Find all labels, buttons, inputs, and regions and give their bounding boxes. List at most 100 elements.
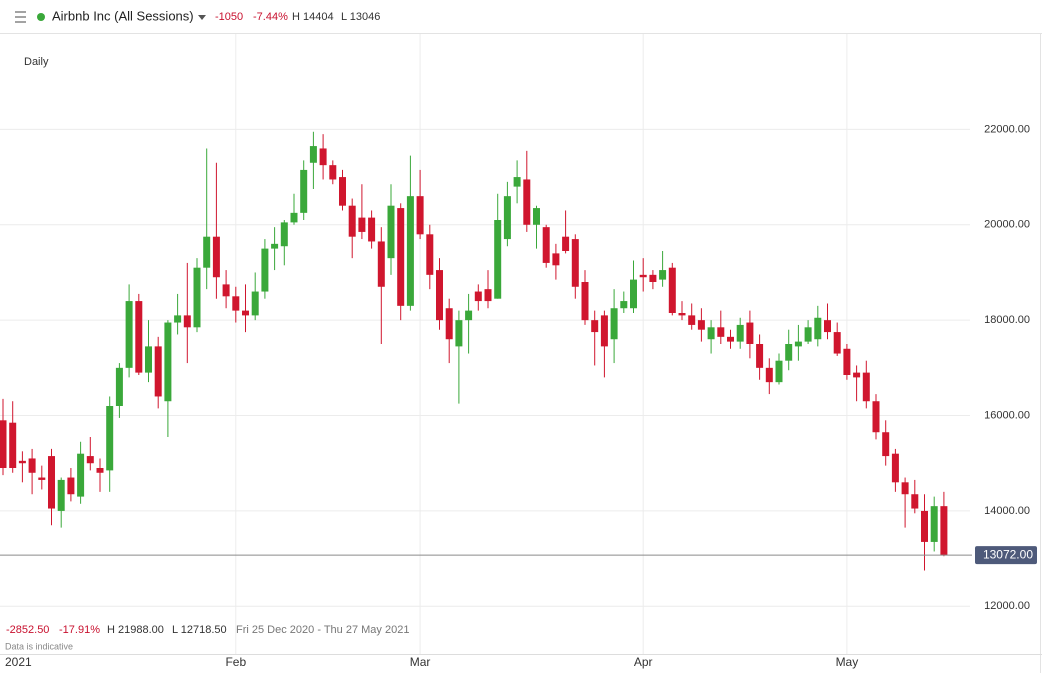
candle-body: [911, 494, 919, 509]
candle-body: [765, 367, 773, 383]
y-tick-label: 14000.00: [984, 505, 1030, 517]
y-tick-label: 12000.00: [984, 600, 1030, 612]
candle-body: [0, 420, 7, 468]
candle-body: [804, 327, 812, 342]
candle-body: [707, 327, 715, 340]
candle-body: [445, 308, 453, 340]
y-tick-label: 18000.00: [984, 314, 1030, 326]
candle-body: [785, 344, 793, 361]
dropdown-caret[interactable]: [198, 15, 206, 20]
candle-body: [697, 320, 705, 330]
candle-body: [630, 279, 637, 309]
candle-body: [77, 453, 85, 497]
candle-body: [28, 458, 36, 473]
candle-body: [678, 313, 686, 316]
candle-body: [455, 320, 463, 347]
candle-body: [290, 212, 298, 223]
candle-body: [300, 169, 308, 213]
candle-body: [930, 506, 938, 542]
candles: [0, 131, 948, 571]
candle-body: [727, 336, 734, 342]
candle-body: [309, 146, 317, 163]
candle-body: [426, 234, 434, 275]
candle-body: [48, 456, 55, 509]
x-tick-label: 2021: [5, 655, 32, 669]
candle-body: [271, 243, 279, 249]
candle-body: [436, 270, 443, 321]
candle-body: [921, 510, 928, 542]
candle-body: [581, 282, 589, 321]
summary-high: H 21988.00: [107, 624, 164, 636]
candle-body: [882, 432, 890, 457]
last-price-box: [975, 546, 1037, 565]
candle-body: [377, 241, 385, 287]
candle-body: [688, 315, 696, 325]
summary-range: Fri 25 Dec 2020 - Thu 27 May 2021: [236, 624, 409, 636]
candle-body: [193, 267, 201, 328]
candle-body: [406, 196, 414, 306]
candle-body: [106, 406, 114, 471]
candle-body: [794, 341, 802, 347]
instrument-title[interactable]: Airbnb Inc (All Sessions): [52, 8, 194, 23]
candle-body: [600, 315, 608, 347]
candle-body: [261, 248, 269, 292]
candle-body: [901, 482, 909, 495]
candle-body: [319, 148, 327, 166]
candle-body: [862, 372, 870, 402]
candle-body: [339, 177, 346, 206]
candle-body: [174, 315, 182, 323]
x-tick-label: Feb: [225, 655, 246, 669]
candle-body: [639, 274, 647, 278]
candle-body: [57, 479, 65, 511]
x-tick-label: Mar: [410, 655, 431, 669]
header-high: H 14404: [292, 11, 334, 23]
candle-body: [348, 205, 356, 237]
candle-body: [872, 401, 880, 433]
candle-body: [397, 208, 405, 306]
candle-body: [358, 217, 366, 232]
candle-body: [154, 346, 162, 397]
summary-change: -2852.50: [6, 624, 49, 636]
candle-body: [843, 348, 851, 375]
candle-body: [484, 289, 492, 302]
menu-icon[interactable]: [15, 11, 26, 23]
candle-body: [125, 301, 133, 368]
candle-body: [833, 332, 841, 354]
candle-body: [717, 327, 725, 337]
candle-body: [659, 270, 667, 280]
candle-body: [18, 460, 26, 464]
last-price-label: 13072.00: [983, 547, 1033, 561]
summary-change-pct: -17.91%: [59, 624, 100, 636]
candle-body: [135, 301, 143, 373]
candle-body: [775, 360, 783, 383]
candle-body: [115, 367, 123, 406]
x-tick-label: May: [836, 655, 859, 669]
candle-body: [746, 322, 754, 344]
candle-body: [368, 217, 376, 242]
candle-body: [824, 320, 831, 333]
candle-body: [280, 222, 288, 247]
candle-body: [523, 179, 531, 225]
summary-note: Data is indicative: [5, 641, 73, 651]
candle-body: [242, 310, 249, 316]
status-dot: [37, 13, 45, 21]
candle-body: [503, 196, 511, 240]
candle-body: [9, 422, 17, 468]
candle-body: [232, 296, 240, 311]
candle-body: [96, 468, 104, 473]
candle-body: [610, 308, 618, 340]
candle-body: [164, 322, 172, 402]
candle-body: [620, 301, 628, 309]
candle-body: [562, 236, 570, 251]
candle-body: [329, 165, 337, 180]
candle-body: [222, 284, 230, 297]
header-low: L 13046: [341, 11, 380, 23]
candle-body: [387, 205, 395, 259]
candle-body: [416, 196, 424, 235]
candle-body: [38, 477, 46, 480]
candle-body: [756, 344, 764, 368]
y-tick-label: 16000.00: [984, 409, 1030, 421]
candle-body: [513, 177, 521, 187]
